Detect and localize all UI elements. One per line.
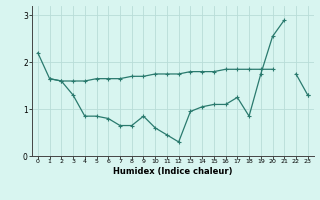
X-axis label: Humidex (Indice chaleur): Humidex (Indice chaleur): [113, 167, 233, 176]
